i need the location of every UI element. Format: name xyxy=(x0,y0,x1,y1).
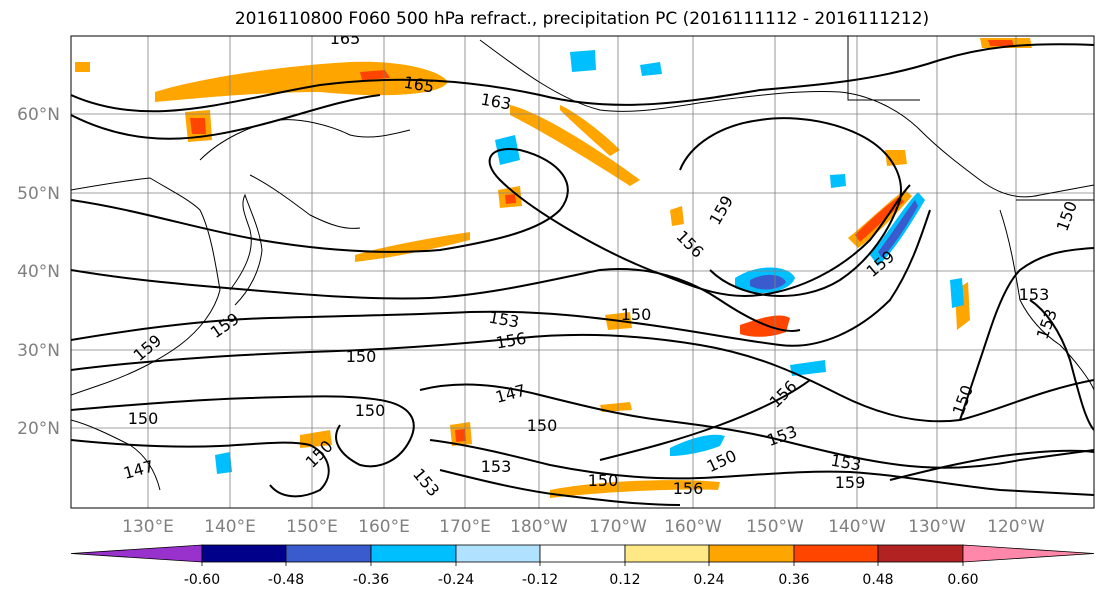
lon-label: 140°E xyxy=(204,517,256,537)
precip-shading xyxy=(75,38,1032,498)
contour-label: 150 xyxy=(355,401,386,420)
colorbar-segment xyxy=(70,544,203,563)
colorbar-segment xyxy=(962,544,1095,563)
colorbar-segment xyxy=(793,544,879,563)
colorbar-segment xyxy=(624,544,710,563)
contour-label: 150 xyxy=(128,409,159,428)
colorbar-tick-label: -0.48 xyxy=(268,572,304,588)
colorbar-segment xyxy=(285,544,372,563)
lon-label: 180°W xyxy=(510,517,568,537)
lat-label: 20°N xyxy=(17,419,60,439)
latitude-labels: 60°N 50°N 40°N 30°N 20°N xyxy=(17,105,60,439)
lon-label: 150°W xyxy=(746,517,804,537)
lat-lon-grid xyxy=(71,36,1094,508)
map-frame xyxy=(70,35,1095,509)
longitude-labels: 130°E 140°E 150°E 160°E 170°E 180°W 170°W 160°W… xyxy=(122,517,1045,537)
map-title: 2016110800 F060 500 hPa refract., precip… xyxy=(234,9,930,29)
colorbar-tick-label: -0.24 xyxy=(438,572,474,588)
colorbar-tick-labels: -0.60 -0.48 -0.36 -0.24 -0.12 0.12 0.24 0.36 0.4… xyxy=(184,562,979,588)
lon-label: 140°W xyxy=(828,517,886,537)
contour-label: 153 xyxy=(1019,285,1050,304)
contour-label: 153 xyxy=(481,457,512,476)
height-contours xyxy=(71,43,1094,506)
lon-label: 160°W xyxy=(664,517,722,537)
lon-label: 160°E xyxy=(358,517,410,537)
colorbar xyxy=(70,544,1095,563)
colorbar-segment xyxy=(708,544,795,563)
contour-label: 150 xyxy=(621,305,652,324)
lon-label: 170°W xyxy=(589,517,647,537)
colorbar-segment xyxy=(455,544,541,563)
map-background xyxy=(71,36,1094,508)
lat-label: 40°N xyxy=(17,262,60,282)
colorbar-segment xyxy=(877,544,964,563)
contour-label: 150 xyxy=(527,416,558,435)
contour-label: 150 xyxy=(346,347,377,366)
lat-label: 50°N xyxy=(17,184,60,204)
colorbar-tick-label: -0.12 xyxy=(522,572,558,588)
lat-label: 30°N xyxy=(17,341,60,361)
colorbar-tick-label: 0.48 xyxy=(862,572,893,588)
colorbar-segment xyxy=(201,544,287,563)
colorbar-segment xyxy=(370,544,457,563)
lon-label: 170°E xyxy=(439,517,491,537)
lon-label: 120°W xyxy=(987,517,1045,537)
colorbar-segment xyxy=(539,544,626,563)
contour-label: 150 xyxy=(588,471,619,490)
contour-label: 165 xyxy=(330,29,361,48)
lon-label: 130°W xyxy=(908,517,966,537)
colorbar-tick-label: -0.60 xyxy=(184,572,220,588)
contour-label: 159 xyxy=(835,473,866,492)
lon-label: 130°E xyxy=(122,517,174,537)
coastlines xyxy=(71,36,1094,491)
contour-label: 156 xyxy=(673,479,704,498)
colorbar-tick-label: -0.36 xyxy=(353,572,389,588)
lat-label: 60°N xyxy=(17,105,60,125)
colorbar-tick-label: 0.12 xyxy=(609,572,640,588)
colorbar-tick-label: 0.24 xyxy=(693,572,724,588)
colorbar-tick-label: 0.36 xyxy=(778,572,809,588)
lon-label: 150°E xyxy=(286,517,338,537)
colorbar-tick-label: 0.60 xyxy=(947,572,978,588)
